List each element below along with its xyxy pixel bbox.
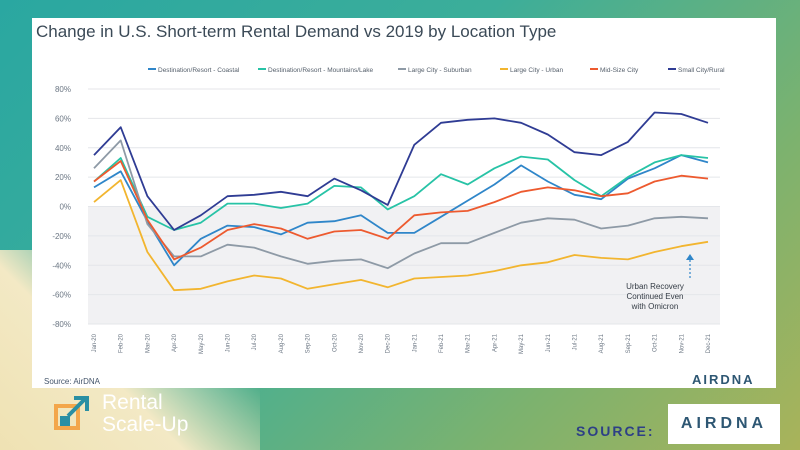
x-tick-label: Jul-20 — [252, 333, 258, 350]
legend-label: Mid-Size City — [600, 67, 639, 74]
y-tick-label: 40% — [55, 144, 71, 153]
annotation-text: Continued Even — [627, 292, 684, 301]
legend-label: Large City - Suburban — [408, 67, 472, 74]
y-tick-label: -20% — [52, 232, 71, 241]
series-line — [93, 139, 709, 270]
x-tick-label: Dec-20 — [386, 333, 392, 353]
x-tick-label: Apr-20 — [172, 333, 178, 352]
x-tick-label: Nov-20 — [359, 333, 365, 353]
chart-source-note: Source: AirDNA — [44, 377, 101, 386]
annotation-text: with Omicron — [631, 302, 679, 311]
airdna-chart-logo: AIRDNA — [692, 372, 755, 387]
y-tick-label: -60% — [52, 291, 71, 300]
rental-scale-up-logo: Rental Scale-Up — [50, 392, 220, 440]
x-tick-label: Jun-20 — [225, 333, 231, 352]
x-tick-label: Jan-21 — [412, 333, 418, 352]
arrow-box-icon — [54, 396, 89, 430]
series-line — [93, 160, 709, 261]
x-tick-label: Aug-20 — [279, 333, 285, 353]
airdna-source-logo-text: AIRDNA — [680, 415, 768, 432]
chart-card — [32, 18, 776, 388]
annotation-text: Urban Recovery — [626, 282, 684, 291]
x-tick-label: Oct-21 — [653, 333, 659, 352]
x-tick-label: Jun-21 — [546, 333, 552, 352]
y-tick-label: 20% — [55, 173, 71, 182]
y-tick-label: 60% — [55, 114, 71, 123]
x-tick-label: Oct-20 — [332, 333, 338, 352]
legend-label: Small City/Rural — [678, 67, 725, 74]
x-tick-label: Sep-20 — [306, 333, 312, 353]
series-line — [93, 111, 709, 231]
series-line — [93, 179, 709, 292]
y-tick-label: 0% — [59, 203, 71, 212]
x-tick-label: Jan-20 — [92, 333, 98, 352]
x-tick-label: Feb-21 — [439, 333, 445, 353]
x-tick-label: May-20 — [199, 333, 205, 354]
chart-title: Change in U.S. Short-term Rental Demand … — [36, 22, 557, 41]
legend-label: Large City - Urban — [510, 67, 563, 74]
x-tick-label: Jul-21 — [573, 333, 579, 350]
x-tick-label: Sep-21 — [626, 333, 632, 353]
legend-label: Destination/Resort - Mountains/Lake — [268, 67, 374, 74]
x-tick-label: Dec-21 — [706, 333, 712, 353]
x-tick-label: Aug-21 — [599, 333, 605, 353]
x-tick-label: Apr-21 — [492, 333, 498, 352]
x-tick-label: May-21 — [519, 333, 525, 354]
x-tick-label: Mar-20 — [145, 333, 151, 353]
source-label: SOURCE: — [576, 423, 655, 439]
logo-text-line2: Scale-Up — [102, 413, 189, 436]
y-tick-label: 80% — [55, 85, 71, 94]
legend-label: Destination/Resort - Coastal — [158, 67, 240, 74]
annotation-arrow-head — [686, 254, 694, 260]
logo-text-line1: Rental — [102, 391, 163, 414]
series-line — [93, 154, 709, 231]
x-tick-label: Nov-21 — [679, 333, 685, 353]
x-tick-label: Mar-21 — [466, 333, 472, 353]
y-tick-label: -80% — [52, 320, 71, 329]
x-tick-label: Feb-20 — [119, 333, 125, 353]
y-tick-label: -40% — [52, 261, 71, 270]
airdna-source-logo: AIRDNA — [668, 404, 780, 444]
